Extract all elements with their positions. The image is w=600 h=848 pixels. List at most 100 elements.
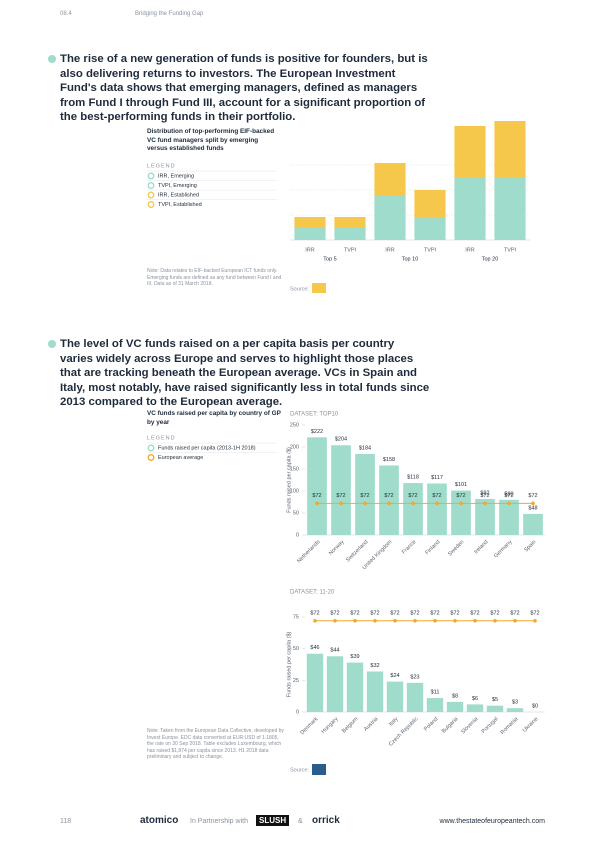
average-dot bbox=[453, 619, 457, 623]
legend-title: LEGEND bbox=[147, 435, 176, 441]
bar bbox=[494, 121, 526, 177]
legend-label: Funds raised per capita (2013-1H 2018) bbox=[158, 445, 256, 451]
average-dot bbox=[373, 619, 377, 623]
chart-title: VC funds raised per capita by country of… bbox=[147, 410, 281, 426]
bar bbox=[446, 701, 464, 712]
x-tick-label: Norway bbox=[328, 539, 346, 557]
value-label: $72 bbox=[310, 610, 319, 616]
average-dot bbox=[393, 619, 397, 623]
bar bbox=[454, 178, 486, 240]
legend-marker bbox=[147, 444, 155, 452]
value-label: $72 bbox=[330, 610, 339, 616]
logo-orrick: orrick bbox=[312, 815, 340, 826]
bar bbox=[454, 126, 486, 178]
x-tick-label: Finland bbox=[424, 539, 441, 556]
bar bbox=[451, 490, 471, 535]
legend-label: TVPI, Established bbox=[158, 202, 202, 208]
bar bbox=[294, 228, 326, 240]
paragraph: The level of VC funds raised on a per ca… bbox=[48, 337, 430, 410]
value-label: $72 bbox=[370, 610, 379, 616]
value-label: $72 bbox=[510, 610, 519, 616]
bar bbox=[494, 177, 526, 240]
value-label: $184 bbox=[359, 445, 371, 451]
value-label: $72 bbox=[350, 610, 359, 616]
x-tick-label: TVPI bbox=[424, 247, 437, 253]
bar bbox=[499, 499, 519, 535]
decoration bbox=[290, 164, 530, 216]
bar bbox=[414, 218, 446, 240]
x-tick-label: France bbox=[401, 539, 417, 555]
y-tick-label: 200 bbox=[290, 444, 299, 450]
value-label: $39 bbox=[350, 654, 359, 660]
bar bbox=[523, 513, 543, 535]
value-label: $82 bbox=[480, 490, 489, 496]
paragraph: The rise of a new generation of funds is… bbox=[48, 52, 430, 125]
paragraph-text: The rise of a new generation of funds is… bbox=[60, 53, 428, 124]
value-label: $158 bbox=[383, 457, 395, 463]
logo-atomico: atomico bbox=[140, 815, 179, 826]
x-tick-label: Denmark bbox=[299, 716, 319, 736]
bar bbox=[379, 465, 399, 535]
value-label: $117 bbox=[431, 475, 443, 481]
value-label: $72 bbox=[408, 493, 417, 499]
x-tick-label: Austria bbox=[363, 716, 380, 733]
bar bbox=[334, 228, 366, 240]
bar bbox=[307, 437, 327, 535]
bar bbox=[414, 190, 446, 218]
note: Note: Data relates to EIF-backed Europea… bbox=[147, 268, 282, 288]
x-tick-label: Sweden bbox=[447, 539, 465, 557]
average-dot bbox=[313, 619, 317, 623]
legend-marker bbox=[147, 182, 155, 189]
average-dot bbox=[493, 619, 497, 623]
bar bbox=[506, 708, 524, 712]
group-label: Top 5 bbox=[323, 256, 336, 262]
value-label: $72 bbox=[432, 493, 441, 499]
value-label: $72 bbox=[530, 610, 539, 616]
average-dot bbox=[433, 619, 437, 623]
bar bbox=[475, 498, 495, 535]
legend-marker bbox=[147, 191, 155, 199]
value-label: $80 bbox=[504, 491, 513, 497]
source-logo bbox=[312, 764, 326, 775]
x-tick-label: Ukraine bbox=[522, 716, 540, 734]
bar bbox=[406, 682, 424, 712]
bar bbox=[294, 217, 326, 228]
value-label: $5 bbox=[492, 697, 498, 703]
bar bbox=[486, 705, 504, 712]
value-label: $72 bbox=[528, 493, 537, 499]
logo-slush: SLUSH bbox=[256, 815, 290, 826]
value-label: $72 bbox=[384, 493, 393, 499]
value-label: $204 bbox=[335, 437, 347, 443]
average-dot bbox=[315, 501, 319, 506]
value-label: $6 bbox=[472, 696, 478, 702]
bar bbox=[355, 454, 375, 535]
x-tick-label: Belgium bbox=[341, 716, 360, 735]
x-tick-label: Slovenia bbox=[460, 716, 480, 736]
y-tick-label: 25 bbox=[293, 678, 299, 684]
average-dot bbox=[531, 501, 535, 506]
bar bbox=[366, 671, 384, 712]
x-tick-label: Bulgaria bbox=[441, 716, 460, 735]
value-label: $72 bbox=[490, 610, 499, 616]
value-label: $72 bbox=[312, 493, 321, 499]
average-dot bbox=[513, 619, 517, 623]
legend-marker bbox=[147, 454, 155, 461]
x-tick-label: Poland bbox=[423, 716, 439, 732]
value-label: $72 bbox=[450, 610, 459, 616]
bar bbox=[346, 662, 364, 712]
group-label: Top 10 bbox=[402, 256, 419, 262]
bar bbox=[427, 483, 447, 535]
value-label: $32 bbox=[370, 663, 379, 669]
value-label: $0 bbox=[532, 703, 538, 709]
section-title: Bridging the Funding Gap bbox=[135, 11, 204, 17]
legend-marker bbox=[147, 172, 155, 180]
legend-title: LEGEND bbox=[147, 163, 176, 169]
legend-marker bbox=[147, 201, 155, 208]
bar bbox=[306, 653, 324, 712]
value-label: $23 bbox=[410, 674, 419, 680]
x-tick-label: IRR bbox=[305, 247, 315, 253]
x-tick-label: IRR bbox=[385, 247, 395, 253]
x-tick-label: Romania bbox=[500, 716, 520, 736]
